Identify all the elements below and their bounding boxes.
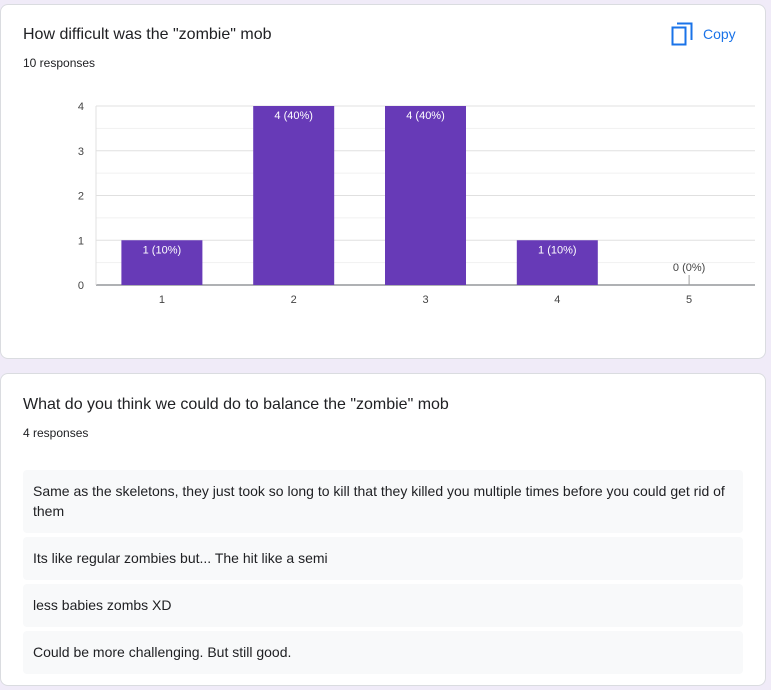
y-tick-label: 1 [78,235,84,247]
bar-chart: 0 1 2 3 4 1 (10%) 1 4 (40%) 2 4 (40%) 3 1 (10%) 4 0 (… [78,101,755,306]
answer-item: Its like regular zombies but... The hit … [23,537,743,580]
copy-label: Copy [703,26,736,42]
y-tick-label: 4 [78,101,84,113]
bar [253,106,335,285]
x-tick-label: 5 [686,294,692,306]
x-tick-label: 4 [554,294,560,306]
question-title: How difficult was the "zombie" mob [23,26,272,43]
question-card-balance: What do you think we could do to balance… [0,373,766,686]
copy-chart-button[interactable]: Copy [671,22,736,46]
data-label: 1 (10%) [538,244,577,256]
question-card-difficulty: How difficult was the "zombie" mob 10 re… [0,4,766,359]
x-tick-label: 3 [422,294,428,306]
data-label: 0 (0%) [673,262,705,274]
data-label: 1 (10%) [143,244,182,256]
answer-item: Could be more challenging. But still goo… [23,631,743,674]
x-tick-label: 1 [159,294,165,306]
bar [121,240,203,285]
y-tick-label: 2 [78,191,84,203]
x-tick-label: 2 [291,294,297,306]
response-count: 4 responses [23,426,89,440]
answer-list: Same as the skeletons, they just took so… [23,470,743,678]
data-label: 4 (40%) [406,110,445,122]
data-label: 4 (40%) [274,110,313,122]
y-tick-label: 0 [78,280,84,292]
question-title: What do you think we could do to balance… [23,396,449,413]
bar [385,106,466,285]
answer-item: Same as the skeletons, they just took so… [23,470,743,533]
y-tick-label: 3 [78,146,84,158]
copy-icon [671,22,693,46]
response-count: 10 responses [23,56,96,70]
bar [516,240,598,285]
answer-item: less babies zombs XD [23,584,743,627]
